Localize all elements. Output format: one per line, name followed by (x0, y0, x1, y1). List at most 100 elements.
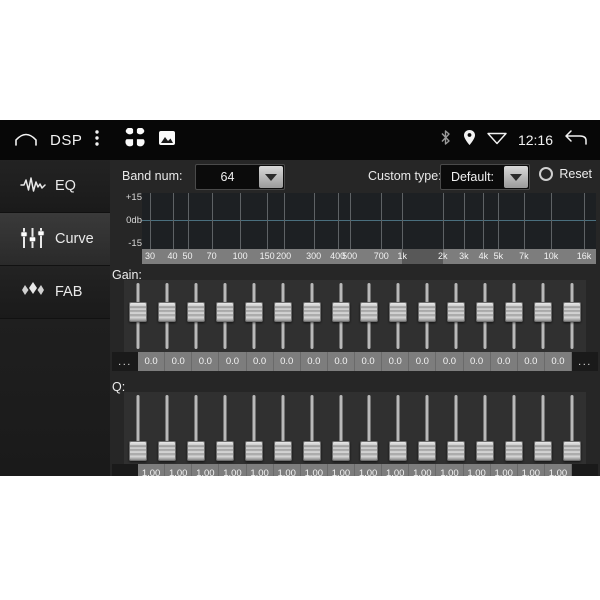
q-fader[interactable] (442, 392, 471, 464)
graph-plot-area[interactable] (142, 193, 596, 249)
q-value-cell[interactable]: 1.00 (192, 464, 220, 476)
fader-thumb[interactable] (389, 440, 408, 461)
chevron-down-icon[interactable] (259, 166, 283, 188)
q-value-cell[interactable]: 1.00 (138, 464, 166, 476)
fader-thumb[interactable] (129, 440, 148, 461)
gain-fader[interactable] (442, 280, 471, 352)
home-icon[interactable] (14, 129, 38, 152)
gain-fader[interactable] (413, 280, 442, 352)
gain-value-cell[interactable]: 0.0 (273, 352, 301, 371)
q-value-cell[interactable]: 1.00 (327, 464, 355, 476)
gain-value-cell[interactable]: 0.0 (138, 352, 166, 371)
fader-thumb[interactable] (504, 301, 523, 322)
band-num-select[interactable]: 64 (195, 164, 285, 190)
q-value-cell[interactable]: 1.00 (544, 464, 572, 476)
fader-thumb[interactable] (302, 440, 321, 461)
gain-fader[interactable] (240, 280, 269, 352)
fader-thumb[interactable] (418, 301, 437, 322)
q-fader[interactable] (124, 392, 153, 464)
sidebar-item-curve[interactable]: Curve (0, 213, 110, 266)
q-value-cell[interactable]: 1.00 (273, 464, 301, 476)
gain-fader[interactable] (153, 280, 182, 352)
fader-thumb[interactable] (533, 301, 552, 322)
fader-thumb[interactable] (360, 301, 379, 322)
q-value-cell[interactable]: 1.00 (355, 464, 383, 476)
q-fader[interactable] (499, 392, 528, 464)
fader-thumb[interactable] (244, 440, 263, 461)
q-fader-group[interactable] (124, 392, 586, 464)
q-value-cell[interactable]: 1.00 (517, 464, 545, 476)
q-value-cell[interactable]: 1.00 (382, 464, 410, 476)
gain-fader[interactable] (326, 280, 355, 352)
q-fader[interactable] (153, 392, 182, 464)
fader-thumb[interactable] (504, 440, 523, 461)
fader-thumb[interactable] (216, 301, 235, 322)
fader-thumb[interactable] (562, 301, 581, 322)
q-value-cell[interactable]: 1.00 (409, 464, 437, 476)
q-fader[interactable] (182, 392, 211, 464)
bluetooth-icon[interactable] (439, 129, 452, 151)
q-value-cell[interactable]: 1.00 (165, 464, 193, 476)
fader-thumb[interactable] (302, 301, 321, 322)
gain-fader[interactable] (124, 280, 153, 352)
more-vertical-icon[interactable] (94, 129, 100, 152)
back-arrow-icon[interactable] (564, 129, 588, 151)
fader-thumb[interactable] (475, 440, 494, 461)
gain-fader[interactable] (499, 280, 528, 352)
gain-value-cell[interactable]: 0.0 (463, 352, 491, 371)
fader-thumb[interactable] (360, 440, 379, 461)
gain-fader[interactable] (471, 280, 500, 352)
q-value-cell[interactable]: 1.00 (246, 464, 274, 476)
eq-graph[interactable]: +15 0db -15 30 40 50 70 100 150 200 300 400 500 70… (114, 192, 596, 265)
gain-fader-group[interactable] (124, 280, 586, 352)
gain-fader[interactable] (268, 280, 297, 352)
fader-thumb[interactable] (158, 301, 177, 322)
fader-thumb[interactable] (418, 440, 437, 461)
wifi-icon[interactable] (487, 130, 507, 150)
chevron-down-icon[interactable] (504, 166, 528, 188)
fader-thumb[interactable] (389, 301, 408, 322)
q-fader[interactable] (471, 392, 500, 464)
gain-value-cell[interactable]: 0.0 (327, 352, 355, 371)
custom-type-select[interactable]: Default: (440, 164, 530, 190)
gain-fader[interactable] (211, 280, 240, 352)
apps-clover-icon[interactable] (124, 127, 147, 153)
gain-value-cell[interactable]: 0.0 (382, 352, 410, 371)
gain-fader[interactable] (297, 280, 326, 352)
fader-thumb[interactable] (158, 440, 177, 461)
gain-value-cell[interactable]: 0.0 (219, 352, 247, 371)
q-value-cell[interactable]: 1.00 (219, 464, 247, 476)
reset-button[interactable]: Reset (539, 167, 592, 181)
gain-fader[interactable] (528, 280, 557, 352)
fader-thumb[interactable] (273, 440, 292, 461)
q-fader[interactable] (297, 392, 326, 464)
gain-value-cell[interactable]: 0.0 (300, 352, 328, 371)
fader-thumb[interactable] (244, 301, 263, 322)
gain-value-cell[interactable]: 0.0 (192, 352, 220, 371)
gain-value-cell[interactable]: 0.0 (544, 352, 572, 371)
q-fader[interactable] (326, 392, 355, 464)
gain-left-more-button[interactable]: ... (112, 352, 138, 371)
fader-thumb[interactable] (331, 301, 350, 322)
q-fader[interactable] (268, 392, 297, 464)
fader-thumb[interactable] (187, 301, 206, 322)
q-fader[interactable] (211, 392, 240, 464)
fader-thumb[interactable] (562, 440, 581, 461)
q-fader[interactable] (240, 392, 269, 464)
q-value-cell[interactable]: 1.00 (300, 464, 328, 476)
gain-fader[interactable] (557, 280, 586, 352)
fader-thumb[interactable] (273, 301, 292, 322)
gain-fader[interactable] (384, 280, 413, 352)
gain-value-cell[interactable]: 0.0 (409, 352, 437, 371)
gain-value-cell[interactable]: 0.0 (436, 352, 464, 371)
gain-value-cell[interactable]: 0.0 (490, 352, 518, 371)
q-value-cell[interactable]: 1.00 (436, 464, 464, 476)
fader-thumb[interactable] (187, 440, 206, 461)
gallery-icon[interactable] (158, 130, 176, 151)
gain-value-cell[interactable]: 0.0 (246, 352, 274, 371)
q-value-cell[interactable]: 1.00 (490, 464, 518, 476)
q-fader[interactable] (413, 392, 442, 464)
sidebar-item-eq[interactable]: EQ (0, 160, 110, 213)
location-pin-icon[interactable] (463, 129, 476, 151)
fader-thumb[interactable] (129, 301, 148, 322)
